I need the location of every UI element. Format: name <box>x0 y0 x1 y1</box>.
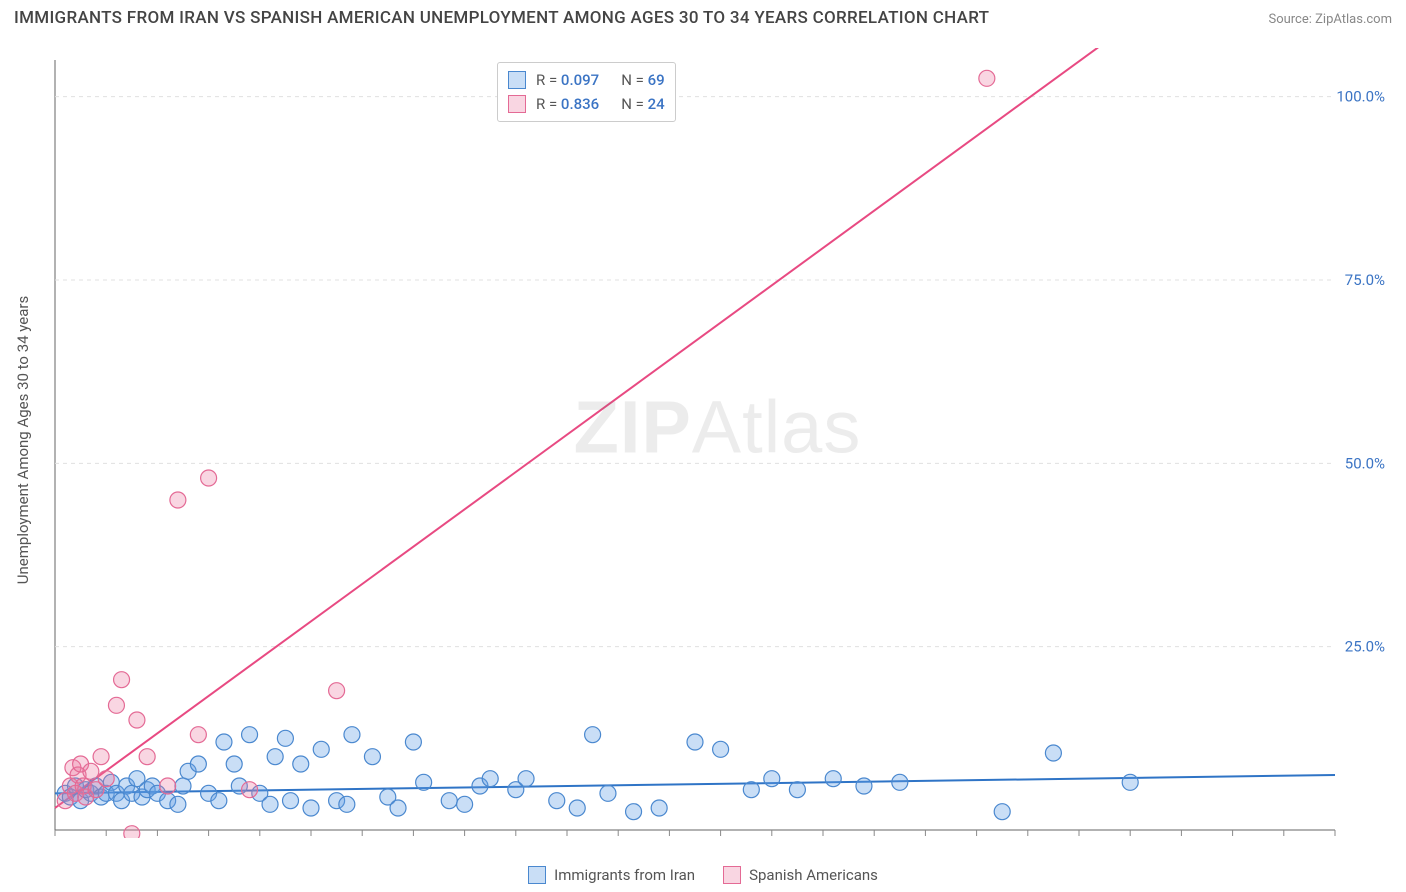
legend-swatch-icon <box>508 71 526 89</box>
legend-swatch-icon <box>723 866 741 884</box>
bottom-legend-label: Spanish Americans <box>749 866 878 884</box>
source-credit: Source: ZipAtlas.com <box>1268 12 1392 27</box>
chart-container: 25.0%50.0%75.0%100.0%0.0%25.0% ZIPAtlas … <box>45 48 1390 838</box>
correlation-legend: R = 0.097 N = 69 R = 0.836 N = 24 <box>497 62 676 122</box>
legend-n-label: N = 24 <box>621 95 664 113</box>
bottom-legend-label: Immigrants from Iran <box>554 866 695 884</box>
scatter-plot-svg: 25.0%50.0%75.0%100.0%0.0%25.0% <box>45 48 1390 838</box>
bottom-legend: Immigrants from Iran Spanish Americans <box>0 866 1406 884</box>
y-axis-label: Unemployment Among Ages 30 to 34 years <box>14 296 32 584</box>
legend-r-label: R = 0.097 <box>536 71 599 89</box>
legend-row: R = 0.836 N = 24 <box>508 92 665 116</box>
chart-title: IMMIGRANTS FROM IRAN VS SPANISH AMERICAN… <box>14 8 989 28</box>
legend-row: R = 0.097 N = 69 <box>508 68 665 92</box>
legend-n-label: N = 69 <box>621 71 664 89</box>
svg-text:100.0%: 100.0% <box>1336 88 1385 106</box>
bottom-legend-item: Immigrants from Iran <box>528 866 695 884</box>
legend-r-label: R = 0.836 <box>536 95 599 113</box>
svg-text:75.0%: 75.0% <box>1345 271 1385 289</box>
svg-text:25.0%: 25.0% <box>1345 638 1385 656</box>
legend-swatch-icon <box>528 866 546 884</box>
bottom-legend-item: Spanish Americans <box>723 866 878 884</box>
legend-swatch-icon <box>508 95 526 113</box>
svg-text:50.0%: 50.0% <box>1345 454 1385 472</box>
